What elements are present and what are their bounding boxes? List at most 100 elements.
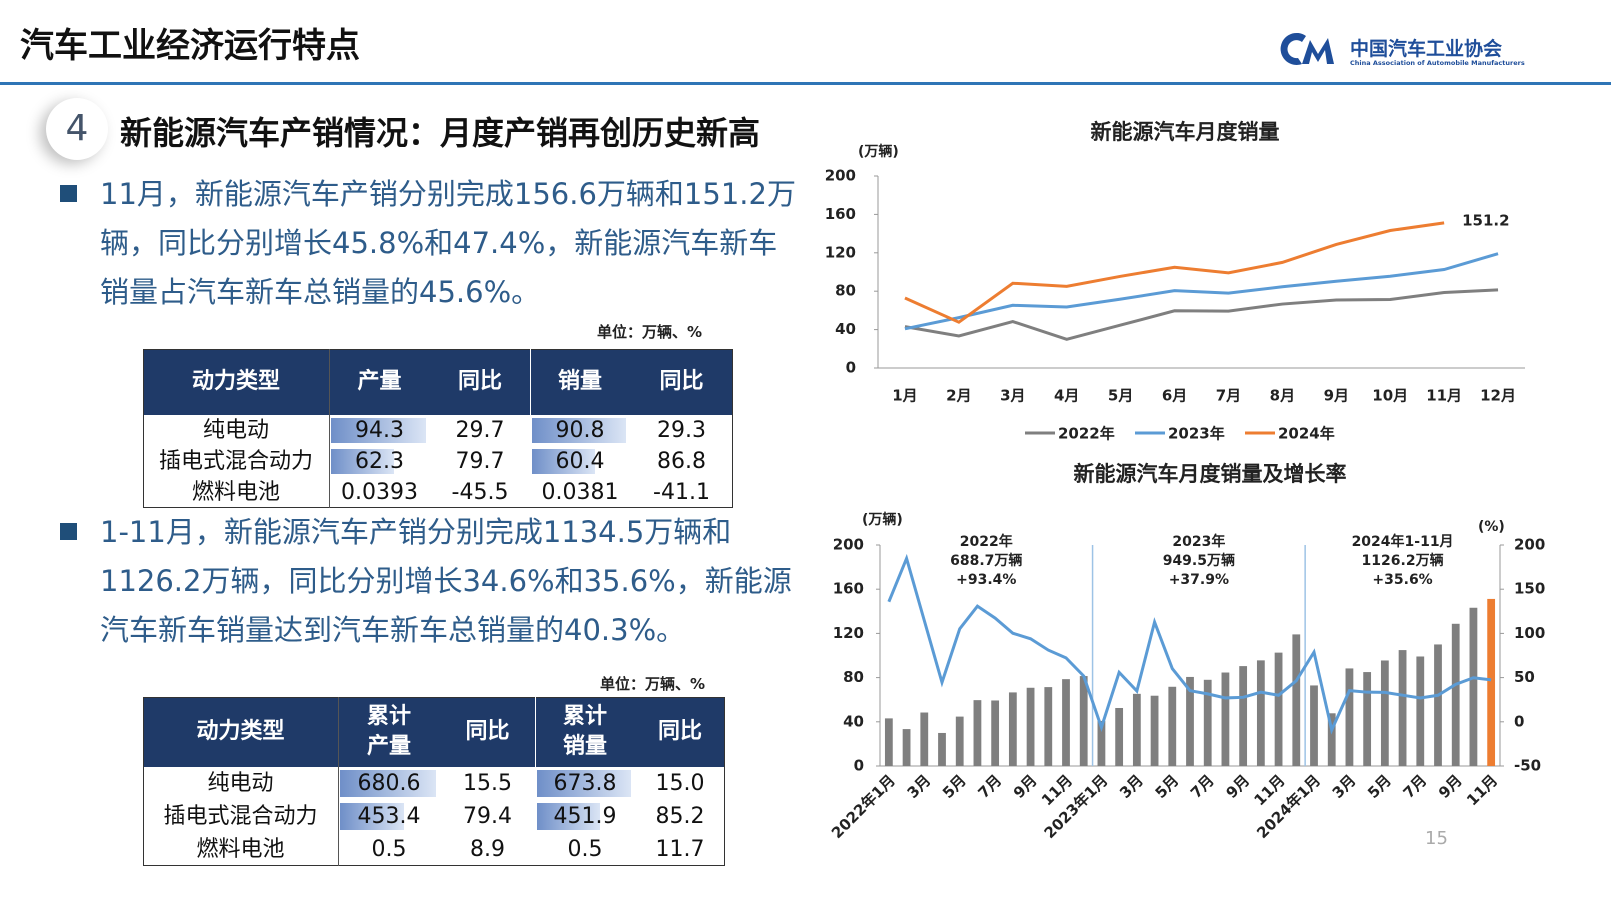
table-cell: 29.3	[657, 417, 706, 443]
x-tick-label: 3月	[1329, 771, 1360, 802]
bullet-text: 11月，新能源汽车产销分别完成156.6万辆和151.2万辆，同比分别增长45.…	[100, 177, 796, 309]
bar	[884, 718, 893, 766]
bar	[973, 700, 982, 766]
table-divider	[338, 697, 339, 866]
x-tick-label: 3月	[1116, 771, 1147, 802]
y-tick-label: 200	[825, 167, 856, 185]
bar	[1097, 720, 1106, 766]
data-bar	[532, 449, 595, 474]
y2-tick-label: 100	[1514, 624, 1545, 642]
table-cell: 0.0381	[541, 479, 619, 505]
table-cell: 60.4	[555, 448, 605, 474]
slide-title: 汽车工业经济运行特点	[20, 26, 360, 66]
x-tick-label: 9月	[1435, 771, 1466, 802]
data-label: 151.2	[1462, 211, 1509, 229]
data-bar	[537, 770, 631, 797]
bar	[1434, 644, 1442, 766]
table-cell: 15.5	[463, 770, 512, 796]
bar	[1062, 679, 1070, 766]
table-cell: 79.4	[463, 803, 512, 829]
x-tick-label: 10月	[1372, 387, 1408, 405]
bar	[955, 716, 964, 766]
y-tick-label: 160	[833, 580, 864, 598]
table-header-cell: 同比	[659, 369, 704, 394]
y2-tick-label: 150	[1514, 580, 1545, 598]
y2-tick-label: 50	[1514, 668, 1535, 686]
y-tick-label: 40	[835, 320, 856, 338]
y-axis-label: (万辆)	[858, 143, 899, 160]
data-bar	[331, 418, 426, 443]
table-header-cell: 产量	[357, 369, 402, 394]
table-header-bg	[143, 697, 725, 767]
x-tick-label: 7月	[1216, 387, 1241, 405]
x-tick-label: 5月	[1108, 387, 1133, 405]
bar	[1310, 685, 1318, 766]
bar	[1256, 660, 1265, 766]
bar	[1398, 650, 1407, 766]
bar	[1416, 656, 1425, 766]
table-cell: 纯电动	[207, 770, 274, 796]
bar	[1168, 686, 1177, 766]
annotation: 2022年	[960, 533, 1013, 550]
y2-tick-label: 0	[1514, 712, 1524, 730]
x-tick-label: 7月	[1187, 771, 1218, 802]
bar	[1380, 660, 1389, 766]
bar	[1274, 652, 1283, 766]
series-line	[887, 553, 1492, 735]
x-tick-label: 9月	[1222, 771, 1253, 802]
bar	[1363, 672, 1372, 766]
table-cell: 0.0393	[341, 479, 418, 505]
annotation: +35.6%	[1372, 572, 1432, 588]
section-number: 4	[46, 98, 108, 160]
x-tick-label: 3月	[904, 771, 935, 802]
y-tick-label: 40	[843, 712, 864, 730]
table-cell: 453.4	[357, 803, 421, 829]
y-tick-label: 0	[854, 757, 864, 775]
table-cell: 0.5	[567, 836, 603, 862]
bar	[1221, 672, 1230, 766]
bullet-marker	[60, 523, 77, 540]
bar	[1469, 607, 1478, 766]
y-axis-label: (万辆)	[862, 511, 903, 528]
x-tick-label: 12月	[1480, 387, 1516, 405]
data-bar	[340, 770, 436, 797]
table-cell: -45.5	[451, 479, 509, 505]
table-header-cell: 累计 销量	[562, 704, 607, 759]
bar	[1150, 695, 1159, 766]
y2-axis-label: (%)	[1478, 519, 1505, 535]
annotation: +93.4%	[956, 572, 1016, 588]
table-cell: 11.7	[655, 836, 705, 862]
x-tick-label: 9月	[1324, 387, 1349, 405]
annotation: +37.9%	[1169, 572, 1229, 588]
x-tick-label: 5月	[1364, 771, 1395, 802]
bar	[1327, 713, 1336, 766]
bar	[1292, 634, 1301, 766]
annotation: 949.5万辆	[1163, 552, 1235, 569]
bar	[1008, 692, 1017, 766]
x-tick-label: 9月	[1010, 771, 1041, 802]
y-tick-label: 120	[833, 624, 864, 642]
series-line	[904, 221, 1445, 324]
table-cell: 燃料电池	[191, 479, 280, 505]
table-cell: 86.8	[657, 448, 706, 474]
table-divider	[535, 697, 536, 767]
page-number: 15	[1425, 828, 1448, 849]
section-title: 新能源汽车产销情况：月度产销再创历史新高	[120, 114, 761, 152]
bar	[902, 729, 911, 766]
annotation: 2023年	[1172, 533, 1225, 550]
data-bar	[537, 803, 601, 830]
y-tick-label: 160	[825, 205, 856, 223]
table-cell: -41.1	[653, 479, 710, 505]
bullet-marker	[60, 185, 77, 202]
bar	[1132, 693, 1141, 766]
table-cell: 62.3	[355, 448, 404, 474]
y2-tick-label: 200	[1514, 536, 1545, 554]
bar	[1044, 687, 1053, 766]
table-cell: 8.9	[470, 836, 505, 862]
bar	[991, 700, 1000, 766]
table-border	[143, 697, 725, 866]
x-tick-label: 3月	[1000, 387, 1025, 405]
bar	[1487, 598, 1496, 766]
table-header-bg	[143, 349, 733, 415]
